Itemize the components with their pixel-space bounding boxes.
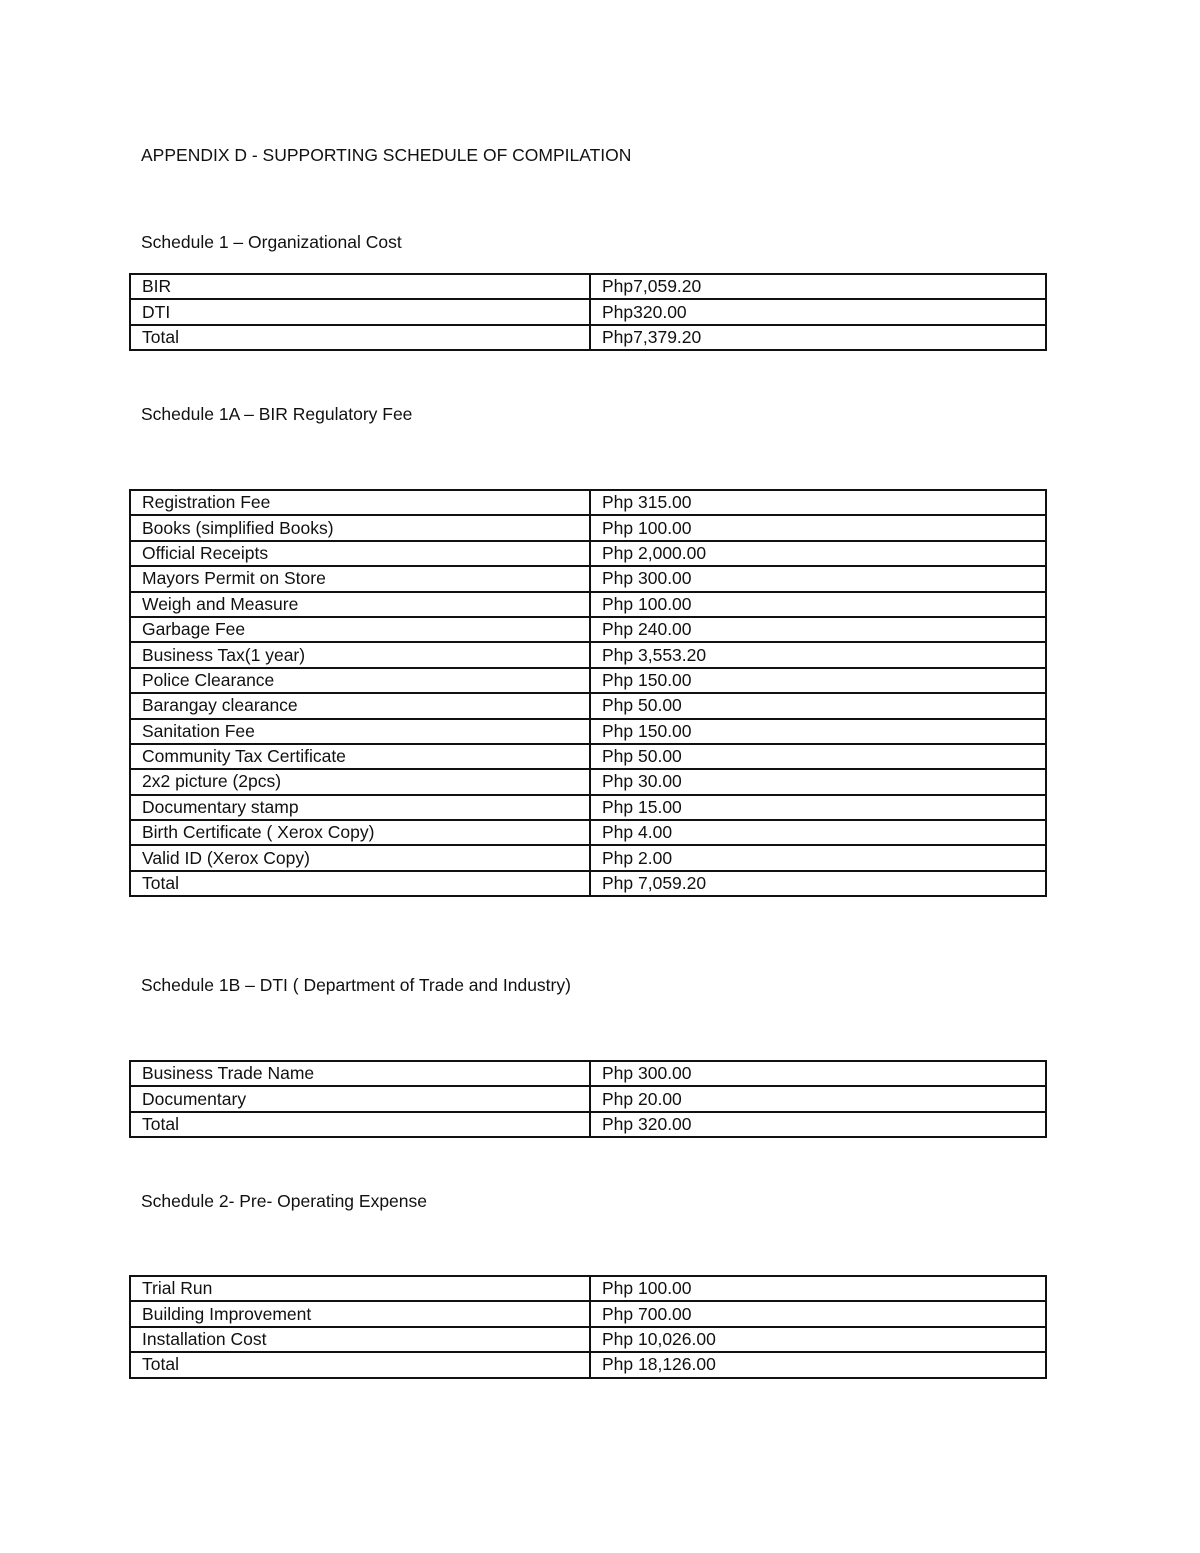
item-amount: Php7,379.20	[589, 323, 1047, 352]
item-label: Total	[129, 323, 591, 352]
item-label: Building Improvement	[129, 1300, 591, 1328]
item-label: Official Receipts	[129, 539, 591, 568]
item-amount: Php 300.00	[589, 565, 1047, 593]
schedule-1b-heading: Schedule 1B – DTI ( Department of Trade …	[141, 975, 571, 995]
schedule-1b-table: Business Trade Name Php 300.00 Documentary…	[129, 1059, 1047, 1139]
item-label: Installation Cost	[129, 1325, 591, 1354]
item-amount: Php 15.00	[589, 793, 1047, 822]
item-label: Documentary stamp	[129, 793, 591, 822]
item-amount: Php 4.00	[589, 819, 1047, 847]
item-label: Business Trade Name	[129, 1059, 591, 1088]
item-label: Total	[129, 869, 591, 898]
item-amount: Php 30.00	[589, 768, 1047, 796]
item-label: Community Tax Certificate	[129, 742, 591, 771]
table-row: Weigh and Measure Php 100.00	[129, 590, 1047, 618]
item-label: Total	[129, 1110, 591, 1139]
item-label: Mayors Permit on Store	[129, 565, 591, 593]
item-label: BIR	[129, 272, 591, 301]
table-row: Installation Cost Php 10,026.00	[129, 1325, 1047, 1354]
item-label: Business Tax(1 year)	[129, 641, 591, 669]
total-row: Total Php 320.00	[129, 1110, 1047, 1139]
table-row: Registration Fee Php 315.00	[129, 488, 1047, 517]
item-amount: Php 10,026.00	[589, 1325, 1047, 1354]
schedule-1-table: BIR Php7,059.20 DTI Php320.00 Total Php7,379.…	[129, 272, 1047, 352]
item-amount: Php 315.00	[589, 488, 1047, 517]
item-amount: Php 2.00	[589, 844, 1047, 872]
total-row: Total Php 18,126.00	[129, 1351, 1047, 1379]
schedule-1-heading: Schedule 1 – Organizational Cost	[141, 232, 402, 252]
table-row: Books (simplified Books) Php 100.00	[129, 514, 1047, 542]
item-amount: Php 50.00	[589, 742, 1047, 771]
total-row: Total Php 7,059.20	[129, 869, 1047, 898]
item-amount: Php 300.00	[589, 1059, 1047, 1088]
table-row: Building Improvement Php 700.00	[129, 1300, 1047, 1328]
table-row: BIR Php7,059.20	[129, 272, 1047, 301]
item-amount: Php 7,059.20	[589, 869, 1047, 898]
item-amount: Php320.00	[589, 298, 1047, 326]
table-row: Mayors Permit on Store Php 300.00	[129, 565, 1047, 593]
table-row: Business Tax(1 year) Php 3,553.20	[129, 641, 1047, 669]
table-row: Community Tax Certificate Php 50.00	[129, 742, 1047, 771]
schedule-1a-table: Registration Fee Php 315.00 Books (simplif…	[129, 488, 1047, 898]
table-row: Sanitation Fee Php 150.00	[129, 717, 1047, 745]
total-row: Total Php7,379.20	[129, 323, 1047, 352]
table-row: Trial Run Php 100.00	[129, 1274, 1047, 1303]
item-amount: Php 150.00	[589, 717, 1047, 745]
item-label: Birth Certificate ( Xerox Copy)	[129, 819, 591, 847]
item-amount: Php 50.00	[589, 692, 1047, 720]
item-label: Books (simplified Books)	[129, 514, 591, 542]
table-row: Documentary stamp Php 15.00	[129, 793, 1047, 822]
item-label: Weigh and Measure	[129, 590, 591, 618]
item-label: Documentary	[129, 1085, 591, 1113]
item-label: Valid ID (Xerox Copy)	[129, 844, 591, 872]
item-amount: Php 2,000.00	[589, 539, 1047, 568]
item-label: Police Clearance	[129, 666, 591, 695]
table-row: Barangay clearance Php 50.00	[129, 692, 1047, 720]
table-row: Documentary Php 20.00	[129, 1085, 1047, 1113]
item-amount: Php7,059.20	[589, 272, 1047, 301]
schedule-1a-heading: Schedule 1A – BIR Regulatory Fee	[141, 404, 413, 424]
item-label: Total	[129, 1351, 591, 1379]
item-label: Registration Fee	[129, 488, 591, 517]
item-amount: Php 700.00	[589, 1300, 1047, 1328]
item-label: Sanitation Fee	[129, 717, 591, 745]
item-amount: Php 100.00	[589, 590, 1047, 618]
table-row: Garbage Fee Php 240.00	[129, 615, 1047, 644]
item-amount: Php 18,126.00	[589, 1351, 1047, 1379]
item-amount: Php 3,553.20	[589, 641, 1047, 669]
table-row: Business Trade Name Php 300.00	[129, 1059, 1047, 1088]
item-amount: Php 320.00	[589, 1110, 1047, 1139]
table-row: Official Receipts Php 2,000.00	[129, 539, 1047, 568]
item-label: DTI	[129, 298, 591, 326]
schedule-2-table: Trial Run Php 100.00 Building Improvement P…	[129, 1274, 1047, 1379]
table-row: Valid ID (Xerox Copy) Php 2.00	[129, 844, 1047, 872]
table-row: 2x2 picture (2pcs) Php 30.00	[129, 768, 1047, 796]
item-amount: Php 100.00	[589, 514, 1047, 542]
item-label: Trial Run	[129, 1274, 591, 1303]
item-amount: Php 150.00	[589, 666, 1047, 695]
item-amount: Php 240.00	[589, 615, 1047, 644]
document-title: APPENDIX D - SUPPORTING SCHEDULE OF COMP…	[141, 145, 632, 165]
table-row: Birth Certificate ( Xerox Copy) Php 4.00	[129, 819, 1047, 847]
table-row: Police Clearance Php 150.00	[129, 666, 1047, 695]
table-row: DTI Php320.00	[129, 298, 1047, 326]
item-amount: Php 100.00	[589, 1274, 1047, 1303]
item-label: Barangay clearance	[129, 692, 591, 720]
schedule-2-heading: Schedule 2- Pre- Operating Expense	[141, 1191, 427, 1211]
item-label: 2x2 picture (2pcs)	[129, 768, 591, 796]
item-amount: Php 20.00	[589, 1085, 1047, 1113]
item-label: Garbage Fee	[129, 615, 591, 644]
